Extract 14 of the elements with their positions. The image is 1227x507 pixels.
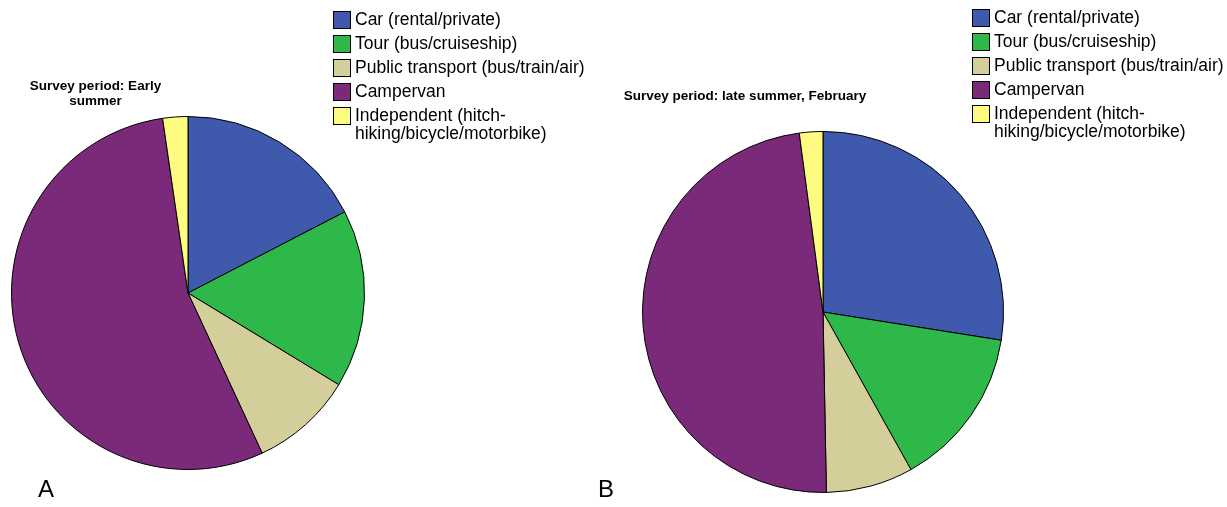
text: Survey period: Early summer bbox=[28, 78, 163, 108]
legend-label: Car (rental/private) bbox=[994, 7, 1140, 27]
text: B bbox=[598, 475, 615, 503]
legend-label: Car (rental/private) bbox=[355, 9, 501, 29]
legend-label: Public transport (bus/train/air) bbox=[355, 57, 585, 77]
legend-label: Campervan bbox=[994, 79, 1085, 99]
text: A bbox=[38, 475, 55, 503]
text: Survey period: late summer, February bbox=[622, 88, 868, 103]
legend-label: Tour (bus/cruiseship) bbox=[355, 33, 518, 53]
legend-label: Independent (hitch-hiking/bicycle/motorbike) bbox=[355, 105, 548, 143]
legend-label: Tour (bus/cruiseship) bbox=[994, 31, 1157, 51]
legend-label: Public transport (bus/train/air) bbox=[994, 55, 1224, 75]
legend-label: Independent (hitch-hiking/bicycle/motorbike) bbox=[994, 103, 1187, 141]
legend-label: Campervan bbox=[355, 81, 446, 101]
